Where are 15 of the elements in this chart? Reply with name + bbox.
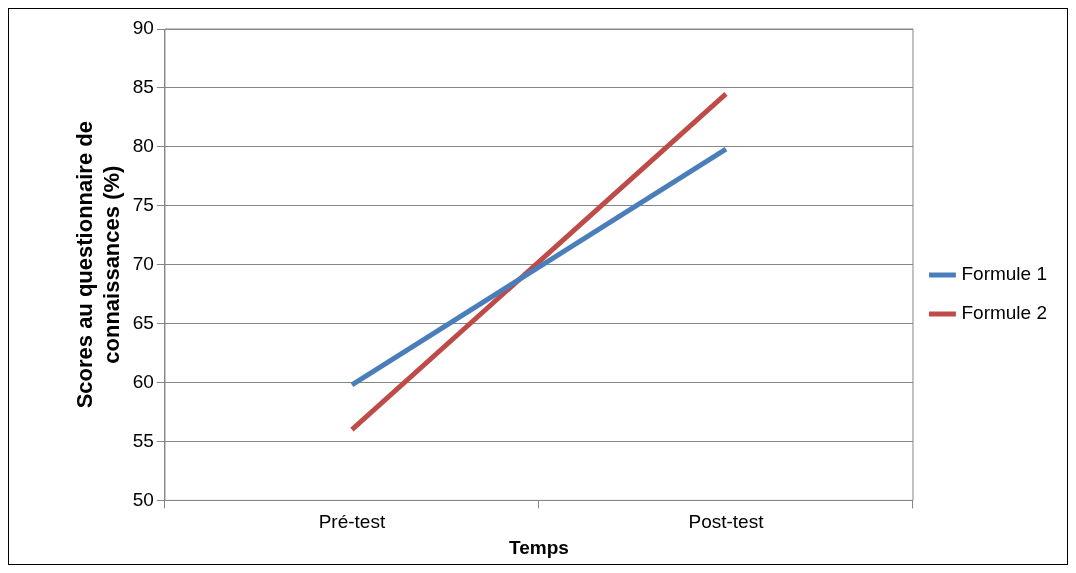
y-tick-label: 50 bbox=[132, 488, 154, 510]
y-tick-label: 55 bbox=[132, 429, 154, 451]
y-tick-label: 65 bbox=[132, 311, 154, 333]
x-axis-title: Temps bbox=[509, 536, 569, 558]
y-tick-label: 75 bbox=[132, 194, 154, 216]
y-tick-label: 85 bbox=[132, 76, 154, 98]
x-tick-label: Post-test bbox=[688, 511, 765, 533]
x-tick-label: Pré-test bbox=[318, 511, 386, 533]
legend-label: Formule 1 bbox=[961, 263, 1047, 285]
y-tick-label: 90 bbox=[132, 17, 154, 39]
y-axis-title: Scores au questionnaire de connaissances (%) bbox=[72, 121, 124, 409]
legend-label: Formule 2 bbox=[961, 302, 1047, 324]
y-tick-label: 70 bbox=[132, 252, 154, 274]
y-tick-label: 60 bbox=[132, 370, 154, 392]
y-tick-label: 80 bbox=[132, 135, 154, 157]
